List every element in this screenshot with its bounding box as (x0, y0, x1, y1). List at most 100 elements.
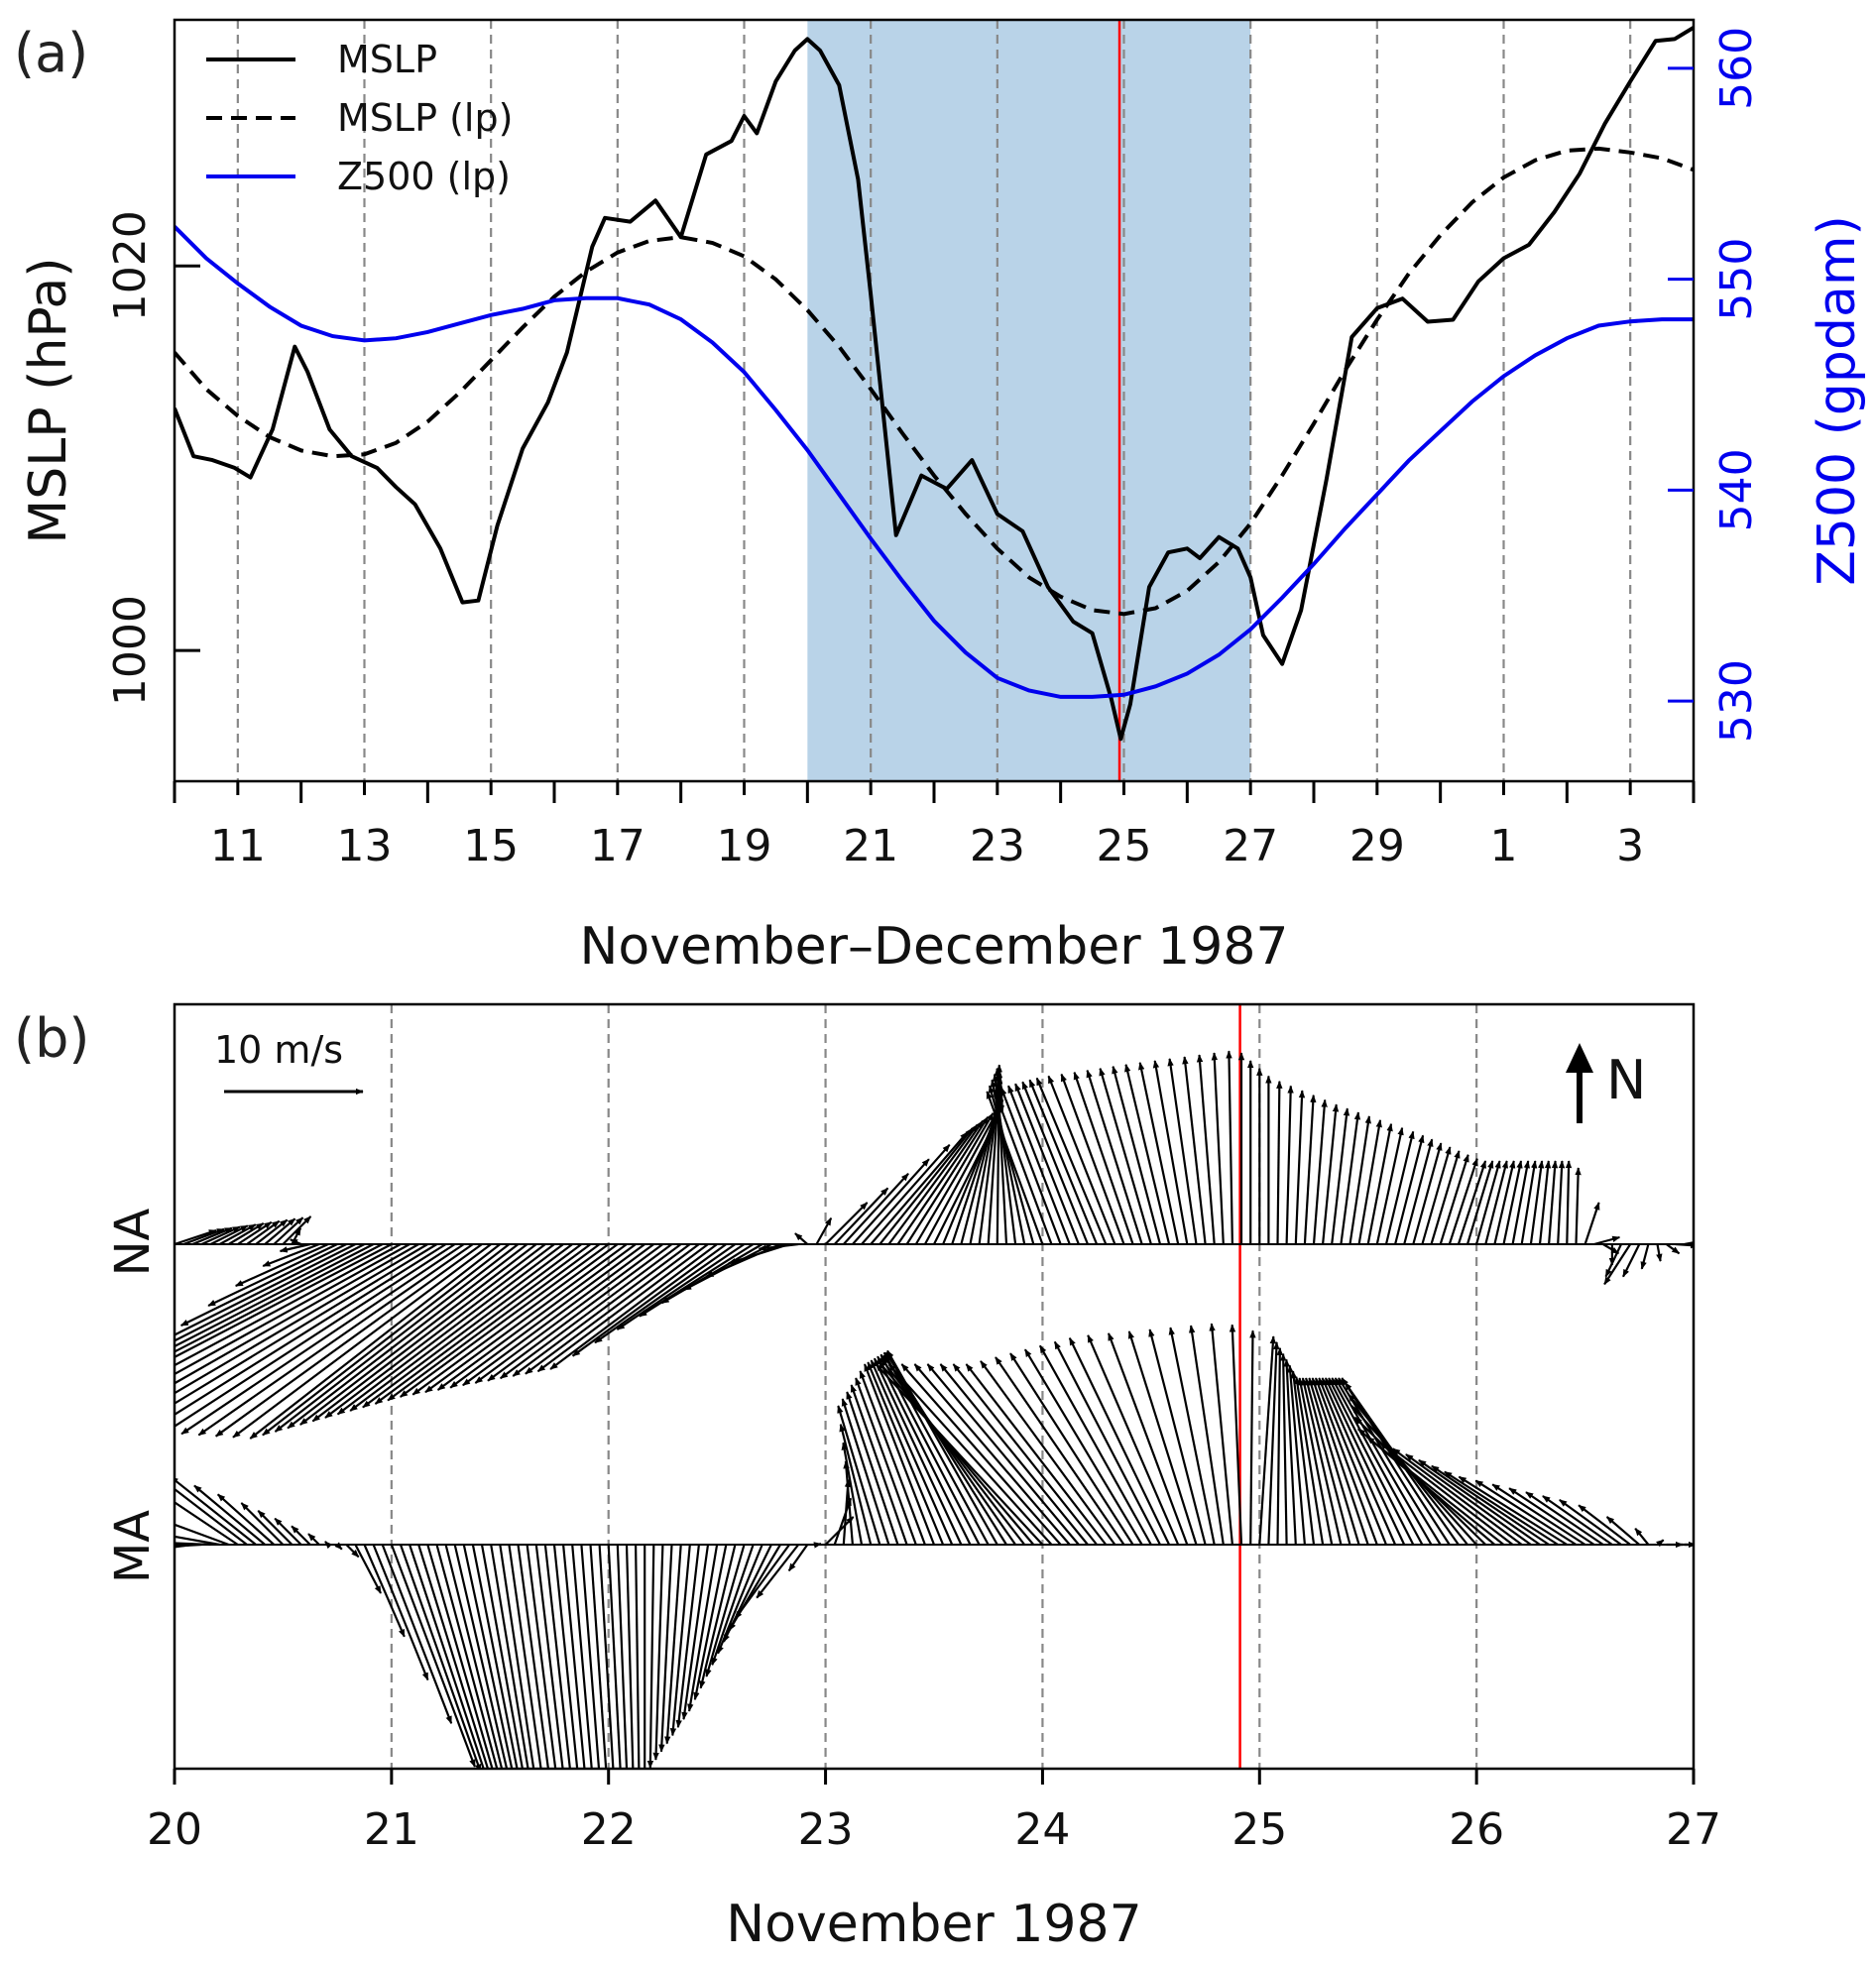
wind-vector-na (1448, 1157, 1478, 1245)
wind-vector-na (993, 1089, 1053, 1245)
wind-vector-na (411, 1243, 619, 1396)
wind-vector-na (616, 1243, 746, 1330)
wind-vector-na (1073, 1071, 1134, 1245)
wind-vector-na (1684, 1241, 1694, 1246)
wind-vector-na (324, 1243, 555, 1419)
wind-vector-ma (1280, 1352, 1288, 1546)
wind-vector-na (1021, 1081, 1090, 1245)
wind-vector-na (207, 1243, 338, 1307)
wind-vector-na (639, 1243, 755, 1318)
wind-vector-na (200, 1225, 241, 1246)
wind-vector-na (1575, 1167, 1582, 1245)
wind-vector-na (1182, 1056, 1207, 1245)
wind-vector-na (999, 1087, 1062, 1245)
wind-vector-ma (1405, 1453, 1532, 1546)
wind-vector-na (349, 1243, 573, 1412)
wind-vector-na (1322, 1103, 1340, 1245)
wind-vector-ma (471, 1544, 519, 1769)
wind-vector-ma (870, 1359, 954, 1546)
wind-vector-na (387, 1243, 601, 1402)
wind-vector-na (1511, 1160, 1531, 1245)
wind-vector-ma (1311, 1377, 1369, 1546)
wind-vector-ma (873, 1357, 963, 1546)
wind-vector-ma (607, 1544, 622, 1769)
wind-vector-ma (913, 1363, 1071, 1546)
wind-vector-na (705, 1242, 781, 1278)
wind-vector-na (896, 1119, 985, 1245)
wind-vector-ma (1148, 1329, 1207, 1546)
wind-vector-na (311, 1243, 546, 1423)
wind-vector-na (824, 1202, 869, 1245)
wind-vector-ma (1249, 1329, 1256, 1546)
wind-vector-na (362, 1243, 583, 1409)
wind-vector-ma (589, 1544, 608, 1769)
wind-vector-ma (1444, 1470, 1559, 1546)
y-tick-label: 1000 (105, 595, 156, 706)
wind-vector-na (1602, 1243, 1620, 1255)
x-tick-label: 19 (717, 821, 772, 871)
wind-vector-na (512, 1243, 691, 1377)
wind-vector-ma (1290, 1370, 1316, 1546)
series-mslp (175, 26, 1694, 742)
wind-vector-ma (240, 1502, 285, 1546)
wind-vector-na (1014, 1083, 1080, 1245)
wind-vector-ma (508, 1544, 542, 1769)
wind-vector-ma (664, 1544, 682, 1745)
wind-vector-na (1557, 1160, 1566, 1245)
wind-vector-na (879, 1127, 974, 1245)
legend-label-mslp-lp: MSLP (lp) (337, 96, 513, 140)
wind-vector-ma (1038, 1344, 1152, 1546)
wind-vector-ma (675, 1544, 700, 1729)
wind-vector-ma (669, 1544, 691, 1737)
wind-vector-na (758, 1242, 799, 1252)
wind-vector-na (255, 1218, 289, 1245)
scale-arrow-label: 10 m/s (214, 1028, 343, 1072)
wind-vector-na (1099, 1067, 1152, 1245)
wind-vector-ma (193, 1484, 266, 1546)
wind-vector-ma (995, 1356, 1125, 1546)
wind-vector-na (237, 1220, 273, 1245)
wind-vector-na (487, 1243, 673, 1382)
x-tick-label: 17 (590, 821, 645, 871)
series-mslp-lp (175, 146, 1694, 617)
wind-vector-ma (1209, 1323, 1233, 1546)
wind-vector-na (175, 1243, 438, 1405)
row-label-na: NA (105, 1208, 161, 1276)
wind-vector-na (279, 1242, 311, 1253)
wind-vector-na (474, 1243, 664, 1384)
wind-vector-ma (926, 1363, 1080, 1546)
wind-vector-na (175, 1228, 217, 1246)
wind-vector-na (1604, 1243, 1622, 1278)
wind-vector-ma (435, 1544, 499, 1769)
wind-vector-na (175, 1243, 365, 1342)
wind-vector-na (1226, 1050, 1233, 1245)
wind-vector-na (1384, 1130, 1415, 1245)
wind-vector-ma (598, 1544, 615, 1769)
wind-vector-ma (841, 1442, 864, 1546)
wind-vector-na (842, 1173, 909, 1245)
wind-vector-na (905, 1116, 990, 1245)
x-tick-label: 15 (463, 821, 519, 871)
wind-vector-ma (687, 1544, 719, 1712)
wind-vector-ma (756, 1544, 800, 1599)
wind-vector-ma (850, 1384, 908, 1546)
wind-vector-ma (1392, 1447, 1523, 1546)
wind-vector-na (1475, 1160, 1501, 1245)
wind-vector-na (1403, 1138, 1434, 1245)
wind-vector-ma (1188, 1325, 1225, 1546)
wind-vector-na (400, 1243, 610, 1398)
wind-vector-na (228, 1222, 265, 1245)
y-axis-right-ticks: 530 540 550 560 (1668, 27, 1762, 743)
wind-vector-ma (734, 1544, 790, 1620)
wind-vector-ma (878, 1360, 1035, 1546)
wind-vector-na (1583, 1202, 1600, 1245)
wind-vector-na (1285, 1085, 1294, 1245)
wind-vector-na (1493, 1160, 1516, 1245)
wind-vector-na (274, 1243, 520, 1433)
wind-vector-ma (1418, 1458, 1541, 1546)
wind-vector-ma (1508, 1487, 1595, 1546)
series-z500-lp (175, 225, 1694, 699)
wind-vector-ma (1009, 1352, 1134, 1546)
wind-vector-ma (652, 1544, 664, 1761)
